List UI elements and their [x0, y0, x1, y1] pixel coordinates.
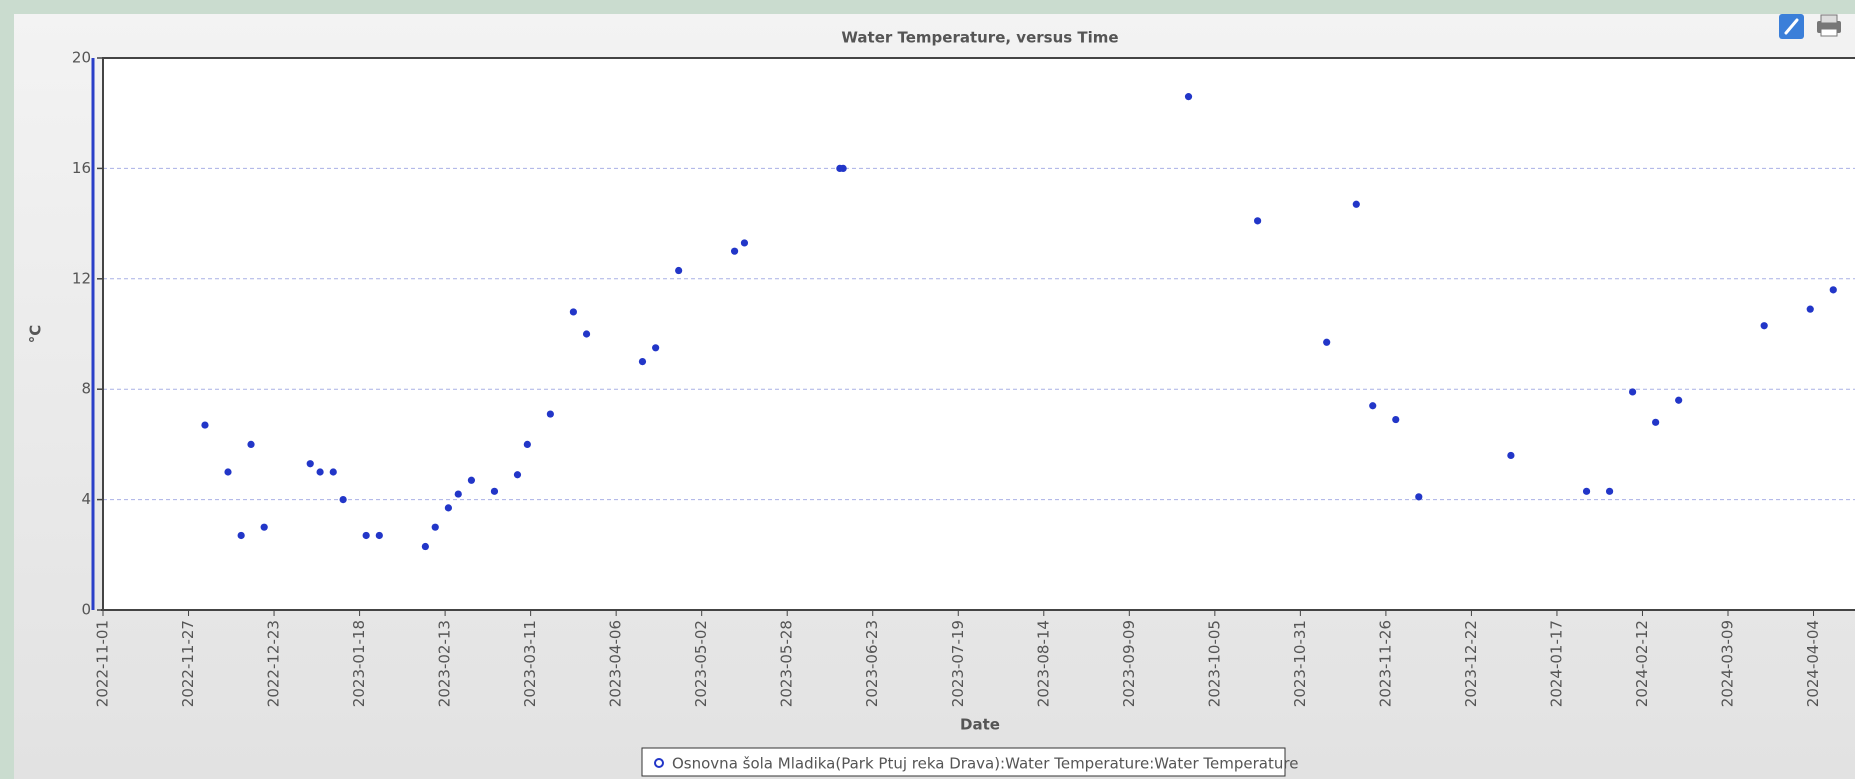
data-point: [316, 468, 324, 476]
data-point: [546, 410, 554, 418]
data-point: [1675, 396, 1683, 404]
data-point: [362, 531, 370, 540]
data-point: [569, 308, 577, 316]
data-point: [1652, 418, 1660, 426]
plot-area: [102, 58, 1855, 610]
y-tick-label: 8: [81, 380, 91, 398]
data-point: [1392, 415, 1400, 424]
y-tick-label: 12: [72, 269, 91, 287]
x-tick-label: 2023-12-22: [1462, 620, 1480, 707]
y-axis-label: °C: [27, 325, 45, 344]
data-point: [490, 487, 499, 495]
legend-label: Osnovna šola Mladika(Park Ptuj reka Drav…: [672, 755, 1298, 773]
x-tick-label: 2023-11-26: [1376, 620, 1394, 707]
data-point: [260, 523, 268, 531]
x-tick-label: 2023-01-18: [350, 620, 368, 707]
data-point: [339, 496, 347, 504]
data-point: [730, 247, 739, 255]
data-point: [375, 531, 383, 540]
data-point: [513, 471, 522, 479]
data-point: [1582, 487, 1591, 495]
x-tick-label: 2022-11-27: [179, 620, 197, 707]
x-tick-label: 2023-05-02: [692, 620, 710, 707]
x-tick-label: 2023-10-05: [1205, 620, 1223, 707]
chart-title: Water Temperature, versus Time: [841, 29, 1118, 47]
data-point: [652, 344, 660, 352]
data-point: [1352, 200, 1360, 208]
data-point: [523, 440, 531, 448]
data-point: [421, 542, 429, 551]
x-tick-label: 2023-09-09: [1120, 620, 1138, 707]
data-point: [1507, 451, 1515, 460]
legend-marker: [654, 758, 664, 768]
print-icon[interactable]: [1817, 14, 1841, 37]
x-tick-label: 2023-08-14: [1034, 620, 1052, 707]
x-tick-label: 2024-02-12: [1633, 620, 1651, 707]
x-tick-label: 2024-01-17: [1547, 620, 1565, 707]
data-point: [1415, 493, 1423, 501]
data-point: [1605, 487, 1614, 495]
y-tick-label: 0: [81, 601, 91, 619]
data-point: [237, 531, 245, 540]
data-point: [1184, 93, 1193, 101]
x-tick-label: 2023-05-28: [778, 620, 796, 707]
data-point: [444, 504, 452, 512]
x-tick-label: 2022-12-23: [265, 620, 283, 707]
data-point: [1806, 305, 1814, 313]
x-tick-label: 2023-07-19: [949, 620, 967, 707]
data-point: [306, 460, 314, 468]
data-point: [224, 468, 232, 476]
data-point: [1760, 322, 1768, 330]
legend-box: [641, 747, 1286, 777]
data-point: [431, 523, 439, 531]
data-point: [454, 490, 462, 498]
y-tick-label: 4: [81, 490, 91, 508]
x-axis-label: Date: [960, 716, 1000, 734]
x-tick-label: 2023-04-06: [607, 620, 625, 707]
data-point: [247, 440, 255, 448]
y-tick-label: 16: [72, 159, 91, 177]
data-point: [582, 330, 591, 338]
x-tick-label: 2023-02-13: [436, 620, 454, 707]
data-point: [201, 421, 209, 429]
data-point: [638, 358, 647, 366]
y-tick-label: 20: [72, 49, 91, 67]
data-point: [1369, 402, 1377, 410]
data-point: [675, 266, 683, 275]
link-icon[interactable]: [1779, 14, 1804, 39]
data-point: [1629, 388, 1637, 396]
x-tick-label: 2023-06-23: [863, 620, 881, 707]
data-point: [740, 239, 749, 247]
x-tick-label: 2024-03-09: [1719, 620, 1737, 707]
data-point: [467, 476, 476, 484]
x-tick-label: 2022-11-01: [94, 620, 112, 707]
x-tick-label: 2023-03-11: [521, 620, 539, 707]
data-point: [1254, 217, 1262, 225]
x-tick-label: 2023-10-31: [1291, 620, 1309, 707]
data-point: [839, 164, 847, 172]
data-point: [1323, 338, 1331, 346]
data-point: [329, 468, 337, 476]
x-tick-label: 2024-04-04: [1804, 620, 1822, 707]
data-point: [1829, 286, 1837, 294]
